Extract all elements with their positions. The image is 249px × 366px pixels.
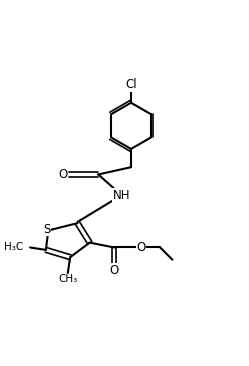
Text: O: O: [136, 241, 145, 254]
Text: H₃C: H₃C: [3, 242, 23, 253]
Text: NH: NH: [113, 188, 130, 202]
Text: O: O: [109, 264, 119, 277]
Text: Cl: Cl: [125, 78, 137, 91]
Text: CH₃: CH₃: [58, 274, 77, 284]
Text: S: S: [43, 223, 51, 236]
Text: O: O: [58, 168, 67, 181]
